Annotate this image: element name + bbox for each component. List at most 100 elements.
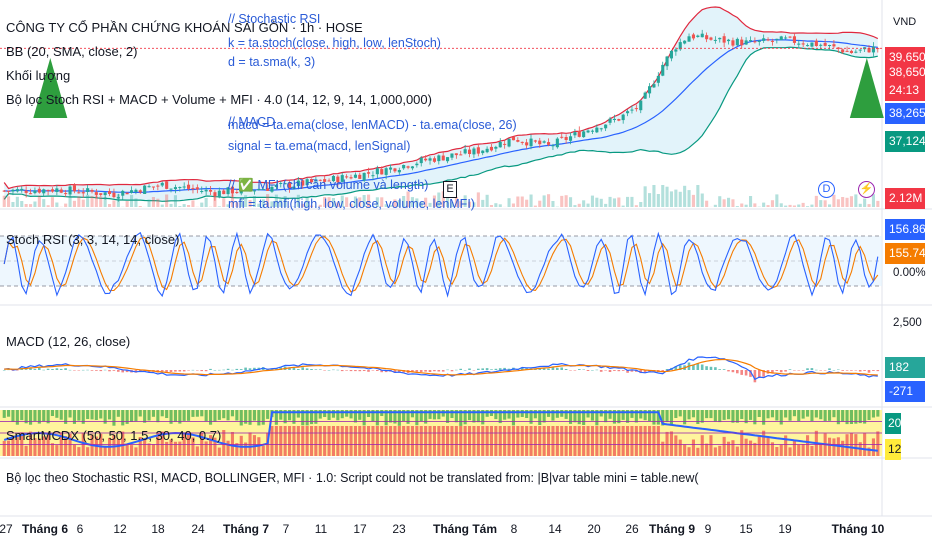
- volume-bar: [274, 194, 278, 207]
- volume-bar: [90, 195, 94, 207]
- macd-label[interactable]: MACD (12, 26, close): [6, 334, 131, 349]
- bb-indicator-label[interactable]: BB (20, SMA, close, 2): [6, 44, 138, 59]
- macd-histogram-bar: [86, 369, 89, 371]
- smartmcdx-red-bar: [656, 426, 660, 456]
- smartmcdx-green-bar: [503, 410, 507, 420]
- volume-bar: [533, 205, 537, 207]
- smartmcdx-red-bar: [419, 426, 423, 456]
- smartmcdx-red-bar: [103, 445, 107, 456]
- smartmcdx-green-bar: [64, 410, 68, 424]
- candle-body: [55, 188, 59, 192]
- candle-body: [103, 192, 107, 196]
- smartmcdx-green-bar: [498, 410, 502, 424]
- smartmcdx-green-bar: [130, 410, 134, 422]
- smartmcdx-green-bar: [683, 410, 687, 425]
- volume-bar: [424, 197, 428, 207]
- smartmcdx-green-bar: [375, 410, 379, 426]
- candle-body: [156, 185, 160, 187]
- time-axis-tick: 24: [191, 522, 205, 536]
- candle-body: [134, 189, 138, 192]
- volume-bar: [863, 198, 867, 207]
- candle-body: [160, 182, 164, 186]
- macd-histogram-bar: [718, 369, 721, 370]
- candle-body: [643, 92, 647, 99]
- candle-body: [428, 158, 432, 161]
- candle-body: [797, 43, 801, 45]
- volume-bar: [393, 199, 397, 207]
- smartmcdx-green-bar: [722, 410, 726, 420]
- volume-bar: [648, 193, 652, 207]
- macd-histogram-bar: [854, 370, 858, 371]
- candle-body: [432, 158, 436, 162]
- filter-indicator-label[interactable]: Bộ lọc Stoch RSI + MACD + Volume + MFI ·…: [6, 92, 432, 107]
- candle-body: [705, 35, 709, 40]
- smartmcdx-red-bar: [520, 426, 524, 456]
- smartmcdx-green-bar: [547, 410, 551, 417]
- volume-bar: [810, 204, 814, 207]
- candle-body: [621, 114, 625, 121]
- smartmcdx-green-bar: [819, 410, 823, 420]
- volume-bar: [696, 185, 700, 207]
- smartmcdx-red-bar: [371, 426, 375, 456]
- volume-indicator-label[interactable]: Khối lượng: [6, 68, 71, 83]
- volume-bar: [854, 194, 858, 207]
- volume-bar: [81, 199, 85, 207]
- earnings-event-icon[interactable]: E: [443, 181, 457, 198]
- macd-histogram-bar: [160, 370, 164, 372]
- volume-bar: [823, 200, 827, 207]
- dividend-event-icon[interactable]: D: [818, 181, 835, 198]
- volume-bar: [336, 202, 340, 207]
- smartmcdx-red-bar: [678, 439, 682, 456]
- volume-bar: [397, 200, 401, 207]
- smartmcdx-green-bar: [626, 410, 630, 423]
- macd-histogram-bar: [103, 369, 107, 371]
- stoch-rsi-label[interactable]: Stoch RSI (3, 3, 14, 14, close): [6, 232, 180, 247]
- volume-bar: [50, 197, 54, 207]
- bb-fill: [4, 7, 878, 202]
- macd-histogram-bar: [498, 368, 502, 370]
- smartmcdx-green-bar: [542, 410, 546, 423]
- time-axis-tick: Tháng 7: [222, 522, 270, 536]
- time-axis-tick: 12: [113, 522, 127, 536]
- smartmcdx-green-bar: [29, 410, 33, 425]
- macd-histogram-bar: [845, 370, 849, 371]
- smartmcdx-green-bar: [116, 410, 120, 417]
- smartmcdx-red-bar: [235, 443, 239, 456]
- candle-body: [569, 136, 573, 141]
- news-bolt-icon[interactable]: ⚡: [858, 181, 875, 198]
- code-line-4: // MACD: [228, 115, 276, 129]
- volume-bar: [77, 196, 81, 207]
- volume-bar: [138, 206, 142, 207]
- macd-histogram-bar: [182, 370, 186, 372]
- candle-body: [656, 75, 660, 83]
- smartmcdx-green-bar: [371, 410, 375, 422]
- volume-bar: [529, 194, 533, 207]
- smartmcdx-red-bar: [459, 426, 463, 456]
- smartmcdx-green-bar: [143, 410, 147, 423]
- smartmcdx-green-bar: [68, 410, 72, 418]
- smartmcdx-green-bar: [639, 410, 643, 419]
- volume-bar: [516, 196, 520, 207]
- macd-histogram-bar: [90, 370, 94, 371]
- volume-bar: [700, 193, 704, 207]
- candle-body: [533, 140, 537, 142]
- smartmcdx-label[interactable]: SmartMCDX (50, 50, 1.5, 30, 40, 0.7): [6, 428, 222, 443]
- volume-bar: [389, 205, 393, 207]
- volume-bar: [384, 204, 388, 207]
- macd-histogram-bar: [705, 366, 708, 370]
- macd-histogram-bar: [700, 364, 704, 370]
- smartmcdx-green-bar: [248, 410, 252, 425]
- smartmcdx-green-bar: [753, 410, 757, 425]
- smartmcdx-green-bar: [687, 410, 691, 420]
- smartmcdx-green-bar: [209, 410, 213, 425]
- time-axis-tick: 23: [392, 522, 406, 536]
- volume-bar: [270, 201, 274, 207]
- macd-histogram-bar: [696, 363, 700, 370]
- time-axis-tick: 8: [510, 522, 518, 536]
- candle-body: [503, 143, 507, 145]
- volume-bar: [11, 202, 15, 207]
- time-axis-tick: 14: [548, 522, 562, 536]
- macd-histogram-bar: [810, 368, 814, 370]
- smartmcdx-green-bar: [617, 410, 621, 424]
